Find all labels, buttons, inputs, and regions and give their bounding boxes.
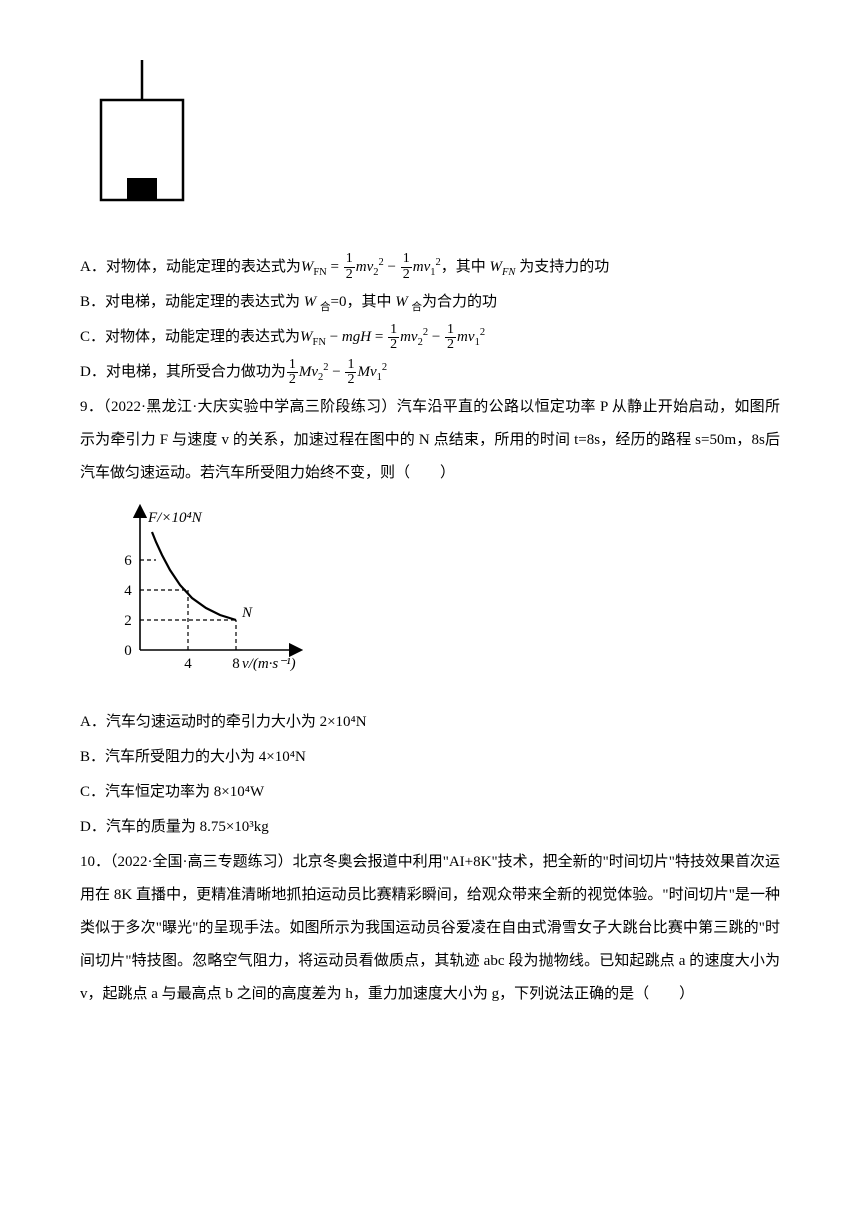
- q9-option-c: C．汽车恒定功率为 8×10⁴W: [80, 776, 780, 809]
- elevator-diagram: [92, 60, 780, 233]
- svg-text:0: 0: [124, 643, 132, 659]
- q8-option-b: B．对电梯，动能定理的表达式为 W 合=0，其中 W 合为合力的功: [80, 286, 780, 319]
- q9-chart: 0 2 4 6 4 8 F/×10⁴N v/(m·s⁻¹) N: [92, 500, 780, 688]
- q8-option-d: D．对电梯，其所受合力做功为12Mv22 − 12Mv12: [80, 356, 780, 389]
- q8-option-c: C．对物体，动能定理的表达式为WFN − mgH = 12mv22 − 12mv…: [80, 321, 780, 354]
- svg-text:4: 4: [184, 656, 192, 672]
- q8-option-a: A．对物体，动能定理的表达式为WFN = 12mv22 − 12mv12，其中 …: [80, 251, 780, 284]
- svg-text:2: 2: [124, 613, 132, 629]
- svg-text:4: 4: [124, 583, 132, 599]
- svg-text:N: N: [241, 605, 253, 621]
- q10-text: 10．（2022·全国·高三专题练习）北京冬奥会报道中利用"AI+8K"技术，把…: [80, 846, 780, 1011]
- text: A．对物体，动能定理的表达式为: [80, 259, 301, 275]
- svg-text:v/(m·s⁻¹): v/(m·s⁻¹): [242, 656, 296, 672]
- q9-text: 9．（2022·黑龙江·大庆实验中学高三阶段练习）汽车沿平直的公路以恒定功率 P…: [80, 391, 780, 490]
- svg-text:8: 8: [232, 656, 240, 672]
- svg-text:F/×10⁴N: F/×10⁴N: [147, 510, 203, 526]
- svg-text:6: 6: [124, 553, 132, 569]
- q9-option-a: A．汽车匀速运动时的牵引力大小为 2×10⁴N: [80, 706, 780, 739]
- q9-option-d: D．汽车的质量为 8.75×10³kg: [80, 811, 780, 844]
- q9-option-b: B．汽车所受阻力的大小为 4×10⁴N: [80, 741, 780, 774]
